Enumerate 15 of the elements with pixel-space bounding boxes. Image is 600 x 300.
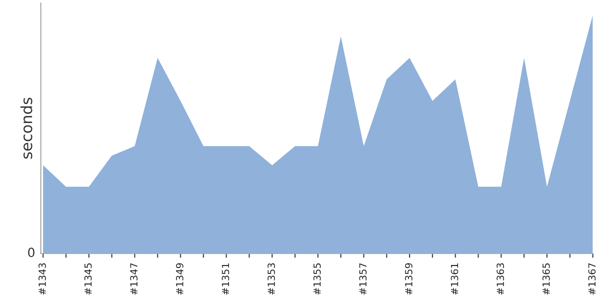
- x-tick-label: #1357: [359, 263, 367, 295]
- x-tick-label: #1355: [313, 263, 321, 295]
- x-tick-label: #1351: [222, 263, 230, 295]
- text: 0: [28, 248, 34, 258]
- x-tick-label: #1343: [38, 263, 46, 295]
- y-axis-title: seconds: [20, 98, 32, 159]
- x-tick-label: #1349: [176, 263, 184, 295]
- x-tick-label: #1345: [84, 263, 92, 295]
- x-tick-label: #1359: [405, 263, 412, 295]
- x-tick-label: #1363: [496, 263, 504, 295]
- x-tick-label: #1365: [542, 263, 550, 295]
- x-tick-label: #1347: [130, 263, 138, 295]
- x-tick-label: #1353: [268, 263, 275, 295]
- x-tick-label: #1361: [450, 263, 458, 295]
- x-tick-label: #1367: [588, 263, 596, 295]
